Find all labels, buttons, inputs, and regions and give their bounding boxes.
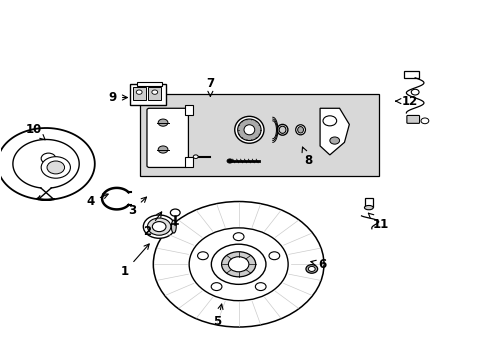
Text: 5: 5 [213,304,223,328]
Text: 1: 1 [121,244,149,278]
Circle shape [420,118,428,124]
Text: 11: 11 [367,213,388,231]
Circle shape [221,252,255,277]
Circle shape [153,202,324,327]
Circle shape [189,228,287,301]
Circle shape [255,283,265,291]
FancyBboxPatch shape [406,116,419,123]
Text: 7: 7 [206,77,214,96]
Circle shape [193,155,198,158]
Ellipse shape [234,116,264,143]
Text: 4: 4 [86,194,108,208]
Bar [140,94,378,176]
Circle shape [41,153,56,164]
Polygon shape [320,108,348,155]
Circle shape [136,90,142,94]
Text: 6: 6 [310,258,326,271]
FancyBboxPatch shape [403,71,418,78]
Text: 9: 9 [108,91,127,104]
Ellipse shape [244,125,254,135]
Bar [184,157,193,167]
Text: 10: 10 [26,123,45,140]
Circle shape [152,90,158,94]
Ellipse shape [143,215,175,238]
Ellipse shape [364,206,372,210]
Circle shape [329,137,339,144]
Ellipse shape [171,220,176,233]
Bar [148,87,161,100]
Ellipse shape [297,127,303,133]
Ellipse shape [237,119,261,140]
Circle shape [170,209,180,216]
Circle shape [228,257,248,272]
Bar [184,105,193,116]
FancyBboxPatch shape [147,108,188,167]
Circle shape [41,157,70,178]
Ellipse shape [308,266,315,271]
Circle shape [47,161,64,174]
Circle shape [211,244,265,284]
Circle shape [233,233,244,240]
Circle shape [323,116,336,126]
Circle shape [268,252,279,260]
Text: 12: 12 [395,95,418,108]
Circle shape [158,119,167,126]
Bar [133,87,145,100]
Ellipse shape [152,222,165,231]
Ellipse shape [305,265,317,273]
Circle shape [410,89,418,95]
Circle shape [197,252,208,260]
Text: 3: 3 [128,197,146,217]
Circle shape [158,146,167,153]
Ellipse shape [147,218,170,235]
Text: 2: 2 [142,212,162,238]
Text: 8: 8 [302,147,311,167]
Circle shape [226,159,232,163]
FancyBboxPatch shape [130,84,166,105]
Circle shape [211,283,222,291]
Bar [364,198,372,207]
Ellipse shape [279,126,285,134]
Bar [137,82,161,86]
Ellipse shape [277,125,287,135]
Bar [157,220,173,233]
Ellipse shape [295,125,305,135]
